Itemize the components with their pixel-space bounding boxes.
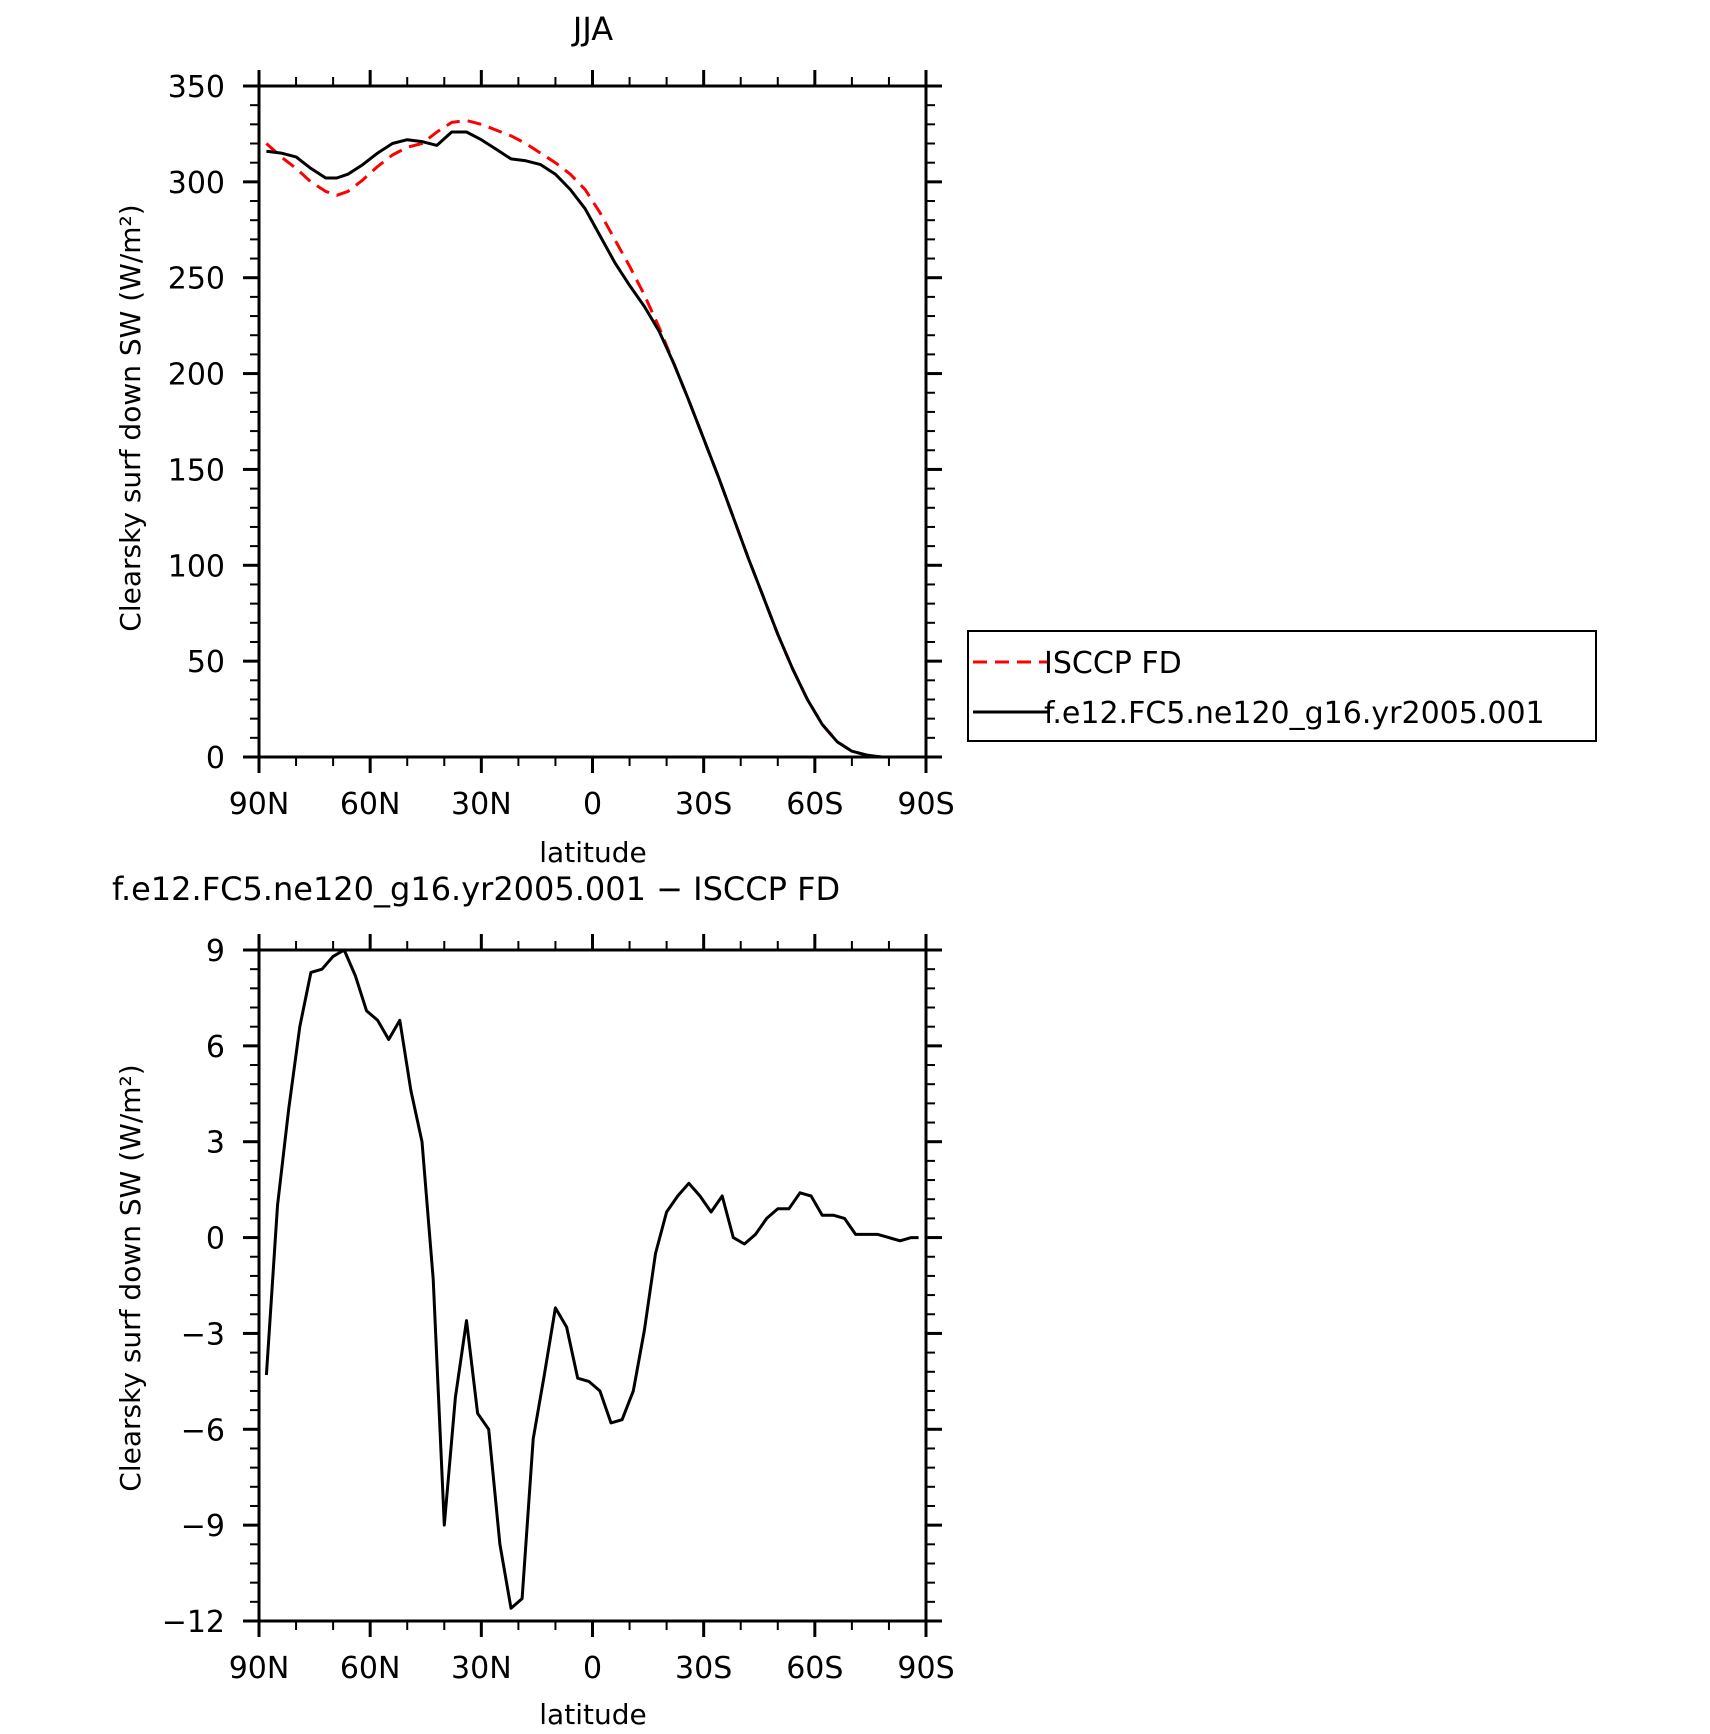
top-y-tick-label: 0 (206, 741, 225, 776)
top-y-tick-label: 300 (168, 166, 225, 201)
top-y-tick-label: 100 (168, 549, 225, 584)
top-y-tick-label: 350 (168, 70, 225, 105)
legend: ISCCP FD f.e12.FC5.ne120_g16.yr2005.001 (967, 630, 1597, 742)
bottom-y-tick-label: 9 (206, 934, 225, 969)
top-panel: JJA 90N 60N 30N 0 30S 60S 90S 0 50 100 150 200 250 30… (114, 10, 955, 869)
bottom-x-axis-title: latitude (539, 1698, 646, 1731)
legend-label-model: f.e12.FC5.ne120_g16.yr2005.001 (1044, 696, 1545, 731)
bottom-x-tick-label: 60N (340, 1651, 401, 1686)
bottom-series-group (264, 948, 919, 1610)
bottom-x-tick-label: 90S (897, 1651, 954, 1686)
top-plot-frame (257, 84, 928, 759)
top-x-tick-label: 90N (229, 787, 290, 822)
bottom-x-tick-label: 90N (229, 1651, 290, 1686)
legend-label-isccp: ISCCP FD (1044, 646, 1182, 681)
top-y-axis-title: Clearsky surf down SW (W/m²) (114, 204, 147, 631)
bottom-x-tick-label: 0 (583, 1651, 602, 1686)
top-x-axis-title: latitude (539, 836, 646, 869)
top-series-group (265, 119, 919, 759)
top-x-tick-label: 30N (451, 787, 512, 822)
bottom-axis-ticks: 90N 60N 30N 0 30S 60S 90S −12 −9 −6 −3 0 3 6 9 (162, 934, 955, 1686)
bottom-panel: f.e12.FC5.ne120_g16.yr2005.001 − ISCCP F… (112, 870, 955, 1731)
bottom-y-axis-title: Clearsky surf down SW (W/m²) (114, 1064, 147, 1491)
legend-box (967, 630, 1597, 742)
bottom-y-tick-label: 0 (206, 1222, 225, 1257)
top-x-tick-label: 60S (786, 787, 843, 822)
bottom-plot-frame (257, 948, 928, 1623)
top-series-line-1 (266, 130, 919, 759)
bottom-y-tick-label: −3 (181, 1317, 225, 1352)
bottom-y-tick-label: −6 (181, 1413, 225, 1448)
bottom-y-tick-label: −9 (181, 1509, 225, 1544)
top-y-tick-label: 250 (168, 262, 225, 297)
top-x-tick-label: 30S (675, 787, 732, 822)
bottom-y-tick-label: −12 (162, 1605, 225, 1640)
top-y-tick-label: 150 (168, 453, 225, 488)
top-series-line-0 (265, 119, 919, 759)
top-y-tick-label: 200 (168, 358, 225, 393)
top-x-tick-label: 60N (340, 787, 401, 822)
bottom-y-tick-label: 3 (206, 1126, 225, 1161)
bottom-x-tick-label: 30N (451, 1651, 512, 1686)
top-y-tick-label: 50 (187, 645, 225, 680)
top-x-tick-label: 0 (583, 787, 602, 822)
bottom-x-tick-label: 30S (675, 1651, 732, 1686)
top-x-tick-label: 90S (897, 787, 954, 822)
bottom-y-tick-label: 6 (206, 1030, 225, 1065)
bottom-x-tick-label: 60S (786, 1651, 843, 1686)
top-axis-ticks: 90N 60N 30N 0 30S 60S 90S 0 50 100 150 200 250 300 350 (168, 70, 955, 822)
top-chart-title: JJA (571, 10, 613, 48)
bottom-series-line-0 (264, 948, 919, 1610)
bottom-chart-title: f.e12.FC5.ne120_g16.yr2005.001 − ISCCP F… (112, 870, 840, 908)
